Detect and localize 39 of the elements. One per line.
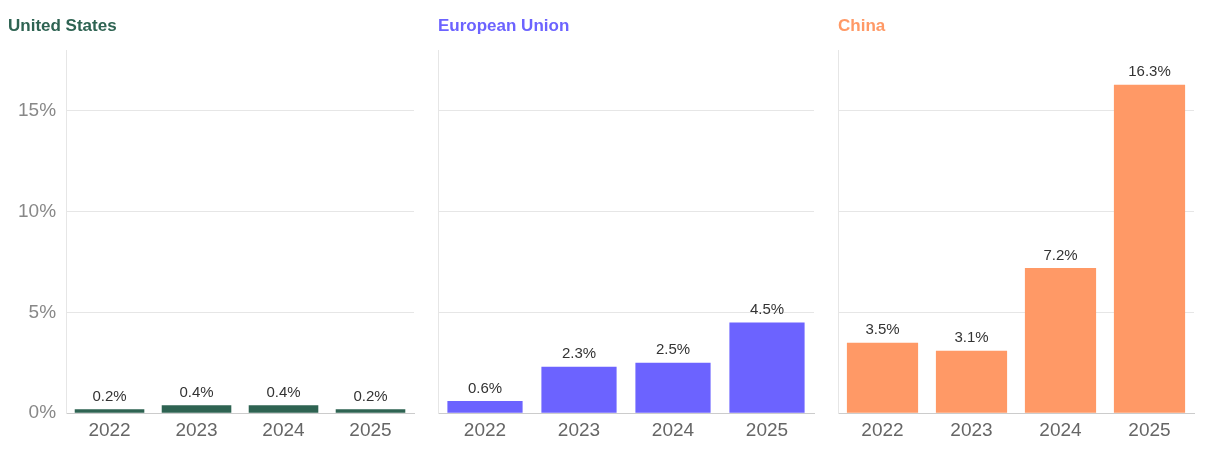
- data-label: 4.5%: [749, 300, 785, 318]
- bar: [935, 350, 1008, 413]
- x-tick-label: 2025: [349, 418, 392, 440]
- x-tick-label: 2023: [557, 418, 601, 440]
- bar: [635, 362, 711, 413]
- x-tick-label: 2023: [950, 418, 993, 440]
- y-tick-label: 0%: [28, 401, 57, 423]
- y-tick-label: 15%: [18, 99, 57, 121]
- bar: [1113, 84, 1186, 413]
- y-tick-label: 10%: [18, 199, 57, 221]
- x-tick-label: 2024: [1039, 418, 1083, 440]
- chart-title: China: [838, 15, 886, 35]
- chart-title: United States: [8, 15, 117, 35]
- bar: [729, 322, 805, 413]
- x-tick-label: 2022: [88, 418, 131, 440]
- x-tick-label: 2024: [651, 418, 695, 440]
- data-label: 0.4%: [179, 382, 214, 400]
- bar: [846, 342, 919, 413]
- data-label: 16.3%: [1128, 62, 1171, 80]
- data-label: 2.5%: [655, 340, 691, 358]
- x-tick-label: 2025: [1128, 418, 1171, 440]
- x-tick-label: 2023: [175, 418, 218, 440]
- data-label: 0.2%: [92, 386, 127, 404]
- data-label: 3.1%: [954, 328, 989, 346]
- x-tick-label: 2024: [262, 418, 306, 440]
- chart-title: European Union: [438, 15, 570, 35]
- bar: [1024, 268, 1097, 413]
- y-tick-label: 5%: [28, 300, 57, 322]
- data-label: 0.6%: [467, 378, 503, 396]
- x-tick-label: 2022: [861, 418, 904, 440]
- data-label: 0.2%: [353, 386, 388, 404]
- data-label: 0.4%: [266, 382, 301, 400]
- bar: [541, 366, 617, 413]
- data-label: 3.5%: [865, 320, 900, 338]
- x-tick-label: 2025: [745, 418, 789, 440]
- x-tick-label: 2022: [463, 418, 507, 440]
- data-label: 7.2%: [1043, 245, 1078, 263]
- data-label: 2.3%: [561, 344, 597, 362]
- bar: [447, 401, 523, 413]
